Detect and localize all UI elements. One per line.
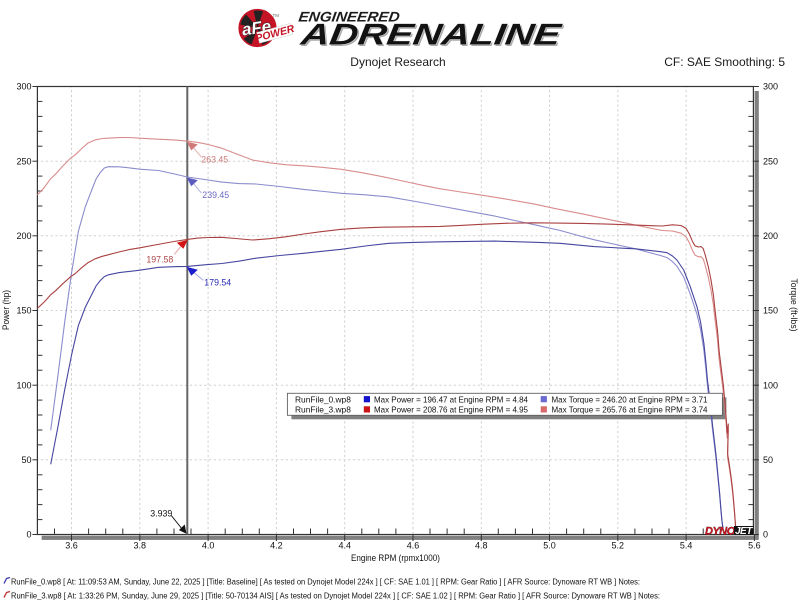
svg-text:TM: TM — [273, 13, 280, 18]
svg-text:263.45: 263.45 — [201, 155, 228, 165]
svg-text:Torque (ft-lbs): Torque (ft-lbs) — [788, 279, 799, 332]
svg-text:RunFile_3.wp8: RunFile_3.wp8 — [295, 405, 351, 415]
svg-text:50: 50 — [21, 455, 31, 465]
svg-text:150: 150 — [16, 306, 31, 316]
svg-text:5.6: 5.6 — [748, 541, 761, 551]
svg-text:100: 100 — [16, 380, 31, 390]
svg-text:0: 0 — [26, 530, 31, 540]
svg-text:CF: SAE Smoothing: 5: CF: SAE Smoothing: 5 — [664, 55, 785, 69]
svg-text:Engine RPM (rpmx1000): Engine RPM (rpmx1000) — [351, 553, 440, 564]
svg-text:100: 100 — [763, 380, 778, 390]
svg-text:4.6: 4.6 — [407, 541, 420, 551]
svg-text:Power (hp): Power (hp) — [1, 290, 12, 330]
svg-text:3.6: 3.6 — [65, 541, 78, 551]
svg-text:5.0: 5.0 — [543, 541, 556, 551]
svg-text:300: 300 — [16, 82, 31, 92]
svg-text:179.54: 179.54 — [204, 277, 231, 287]
svg-text:ENGINEERED: ENGINEERED — [298, 9, 401, 25]
svg-text:4.0: 4.0 — [202, 541, 215, 551]
svg-text:197.58: 197.58 — [146, 254, 173, 264]
svg-text:Max Power = 196.47 at Engine R: Max Power = 196.47 at Engine RPM = 4.84 — [374, 395, 528, 405]
svg-text:5.4: 5.4 — [680, 541, 693, 551]
svg-text:3.8: 3.8 — [134, 541, 147, 551]
svg-text:250: 250 — [763, 156, 778, 166]
svg-text:Max Torque = 246.20 at Engine: Max Torque = 246.20 at Engine RPM = 3.71 — [552, 395, 708, 405]
svg-text:4.2: 4.2 — [270, 541, 283, 551]
svg-text:Max Power = 208.76 at Engine R: Max Power = 208.76 at Engine RPM = 4.95 — [374, 405, 528, 415]
svg-text:239.45: 239.45 — [202, 190, 229, 200]
svg-text:4.8: 4.8 — [475, 541, 488, 551]
svg-text:ADRENALINE: ADRENALINE — [299, 20, 565, 53]
svg-text:RunFile_3.wp8 [ At: 1:33:26 PM: RunFile_3.wp8 [ At: 1:33:26 PM, Sunday, … — [11, 592, 660, 600]
svg-text:4.4: 4.4 — [338, 541, 351, 551]
svg-text:RunFile_0.wp8 [ At: 11:09:53 A: RunFile_0.wp8 [ At: 11:09:53 AM, Sunday,… — [11, 578, 640, 587]
svg-text:0: 0 — [763, 530, 768, 540]
svg-text:Dynojet Research: Dynojet Research — [350, 55, 445, 69]
svg-text:200: 200 — [16, 231, 31, 241]
svg-text:Max Torque = 265.76 at Engine: Max Torque = 265.76 at Engine RPM = 3.74 — [552, 405, 708, 415]
svg-text:ADRENALINE: ADRENALINE — [298, 19, 564, 52]
svg-text:300: 300 — [763, 82, 778, 92]
svg-text:RunFile_0.wp8: RunFile_0.wp8 — [295, 395, 351, 405]
svg-text:250: 250 — [16, 156, 31, 166]
svg-text:200: 200 — [763, 231, 778, 241]
svg-text:50: 50 — [763, 455, 773, 465]
svg-text:JET: JET — [735, 526, 753, 537]
svg-text:3.939: 3.939 — [150, 509, 172, 519]
svg-text:150: 150 — [763, 306, 778, 316]
svg-text:5.2: 5.2 — [612, 541, 625, 551]
svg-text:DYNO: DYNO — [705, 526, 736, 538]
